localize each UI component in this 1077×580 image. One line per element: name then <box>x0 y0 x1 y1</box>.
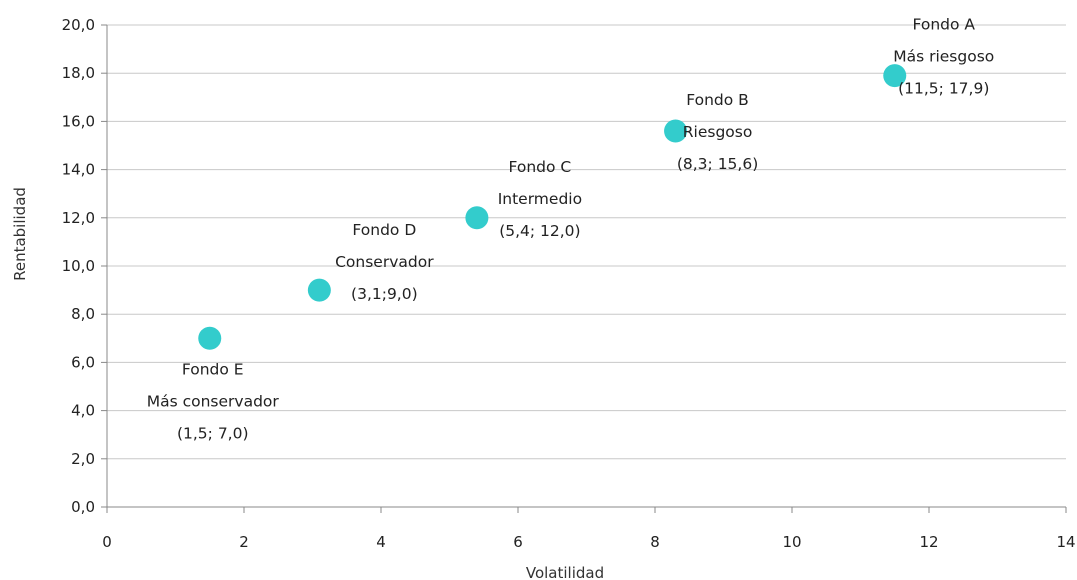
y-tick-labels: 0,0 2,0 4,0 6,0 8,0 10,0 12,0 14,0 16,0 18,0 20,0 <box>62 16 107 516</box>
point-label: Fondo A <box>912 16 975 34</box>
x-tick-label: 8 <box>650 533 660 551</box>
scatter-point <box>883 64 907 88</box>
scatter-point <box>664 119 688 143</box>
point-label: (8,3; 15,6) <box>677 155 758 173</box>
x-tick-label: 10 <box>782 533 801 551</box>
x-tick-label: 12 <box>919 533 938 551</box>
grid-lines <box>107 24 1066 460</box>
y-tick-label: 16,0 <box>62 112 95 130</box>
x-tick-label: 0 <box>102 533 112 551</box>
point-label: Más riesgoso <box>893 48 994 66</box>
point-labels: Fondo A Más riesgoso (11,5; 17,9) Fondo B Ri… <box>147 16 995 443</box>
data-points <box>198 64 907 350</box>
point-label: (5,4; 12,0) <box>499 222 580 240</box>
y-tick-label: 12,0 <box>62 209 95 227</box>
point-label: Intermedio <box>498 190 582 208</box>
x-tick-label: 2 <box>239 533 249 551</box>
scatter-point <box>198 326 222 350</box>
scatter-point <box>307 278 331 302</box>
y-tick-label: 20,0 <box>62 16 95 34</box>
x-axis-title: Volatilidad <box>526 564 604 580</box>
x-tick-labels: 0 2 4 6 8 10 12 14 <box>102 507 1076 551</box>
y-axis-title: Rentabilidad <box>11 187 29 281</box>
scatter-point <box>465 206 489 230</box>
point-label: Fondo C <box>509 158 572 176</box>
y-tick-label: 6,0 <box>71 353 95 371</box>
point-label: (1,5; 7,0) <box>177 424 249 442</box>
point-label: Riesgoso <box>683 123 753 141</box>
y-tick-label: 14,0 <box>62 161 95 179</box>
y-tick-label: 10,0 <box>62 257 95 275</box>
point-label: Fondo D <box>352 221 416 239</box>
point-label: (11,5; 17,9) <box>898 80 989 98</box>
point-label: Fondo B <box>686 91 749 109</box>
point-label: Fondo E <box>182 360 244 378</box>
x-tick-label: 6 <box>513 533 523 551</box>
point-label: (3,1;9,0) <box>351 285 418 303</box>
y-tick-label: 0,0 <box>71 498 95 516</box>
point-label: Más conservador <box>147 392 280 410</box>
y-tick-label: 8,0 <box>71 305 95 323</box>
y-tick-label: 4,0 <box>71 402 95 420</box>
point-label: Conservador <box>335 253 434 271</box>
x-tick-label: 14 <box>1056 533 1075 551</box>
y-tick-label: 2,0 <box>71 450 95 468</box>
x-tick-label: 4 <box>376 533 386 551</box>
y-tick-label: 18,0 <box>62 64 95 82</box>
